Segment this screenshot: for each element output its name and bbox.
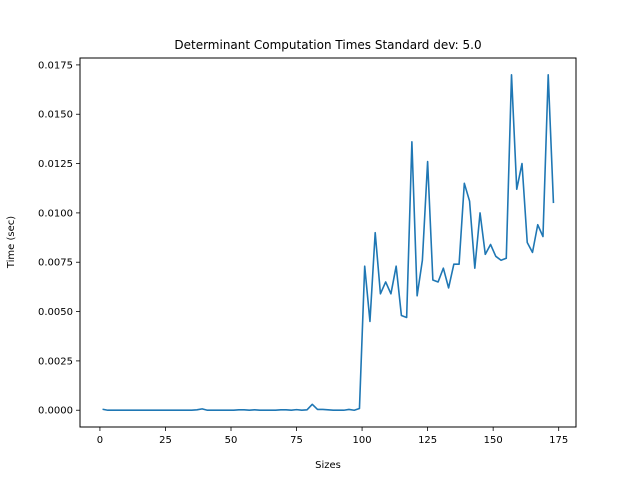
x-tick-label: 25 <box>159 435 172 446</box>
series-line <box>102 73 555 412</box>
x-tick-label: 100 <box>353 435 372 446</box>
y-axis-label: Time (sec) <box>6 216 17 269</box>
y-tick-label: 0.0150 <box>38 110 73 121</box>
y-tick-label: 0.0100 <box>38 208 73 219</box>
plot-area <box>102 73 555 412</box>
y-tick-label: 0.0125 <box>38 159 73 170</box>
y-tick-label: 0.0075 <box>38 258 73 269</box>
x-tick-label: 125 <box>418 435 437 446</box>
y-tick-label: 0.0175 <box>38 60 73 71</box>
chart-title: Determinant Computation Times Standard d… <box>174 38 481 52</box>
x-tick-label: 50 <box>225 435 238 446</box>
y-axis-ticks: 0.0000 0.0025 0.0050 0.0075 0.0100 0.0125 0.01… <box>38 60 80 417</box>
y-tick-label: 0.0000 <box>38 406 73 417</box>
x-axis-label: Sizes <box>315 460 341 471</box>
y-tick-label: 0.0050 <box>38 307 73 318</box>
x-axis-ticks: 0 25 50 75 100 125 150 175 <box>97 427 568 446</box>
x-tick-label: 175 <box>549 435 568 446</box>
plot-frame <box>79 57 577 428</box>
x-tick-label: 0 <box>97 435 103 446</box>
x-tick-label: 150 <box>484 435 503 446</box>
y-tick-label: 0.0025 <box>38 356 73 367</box>
x-tick-label: 75 <box>290 435 303 446</box>
